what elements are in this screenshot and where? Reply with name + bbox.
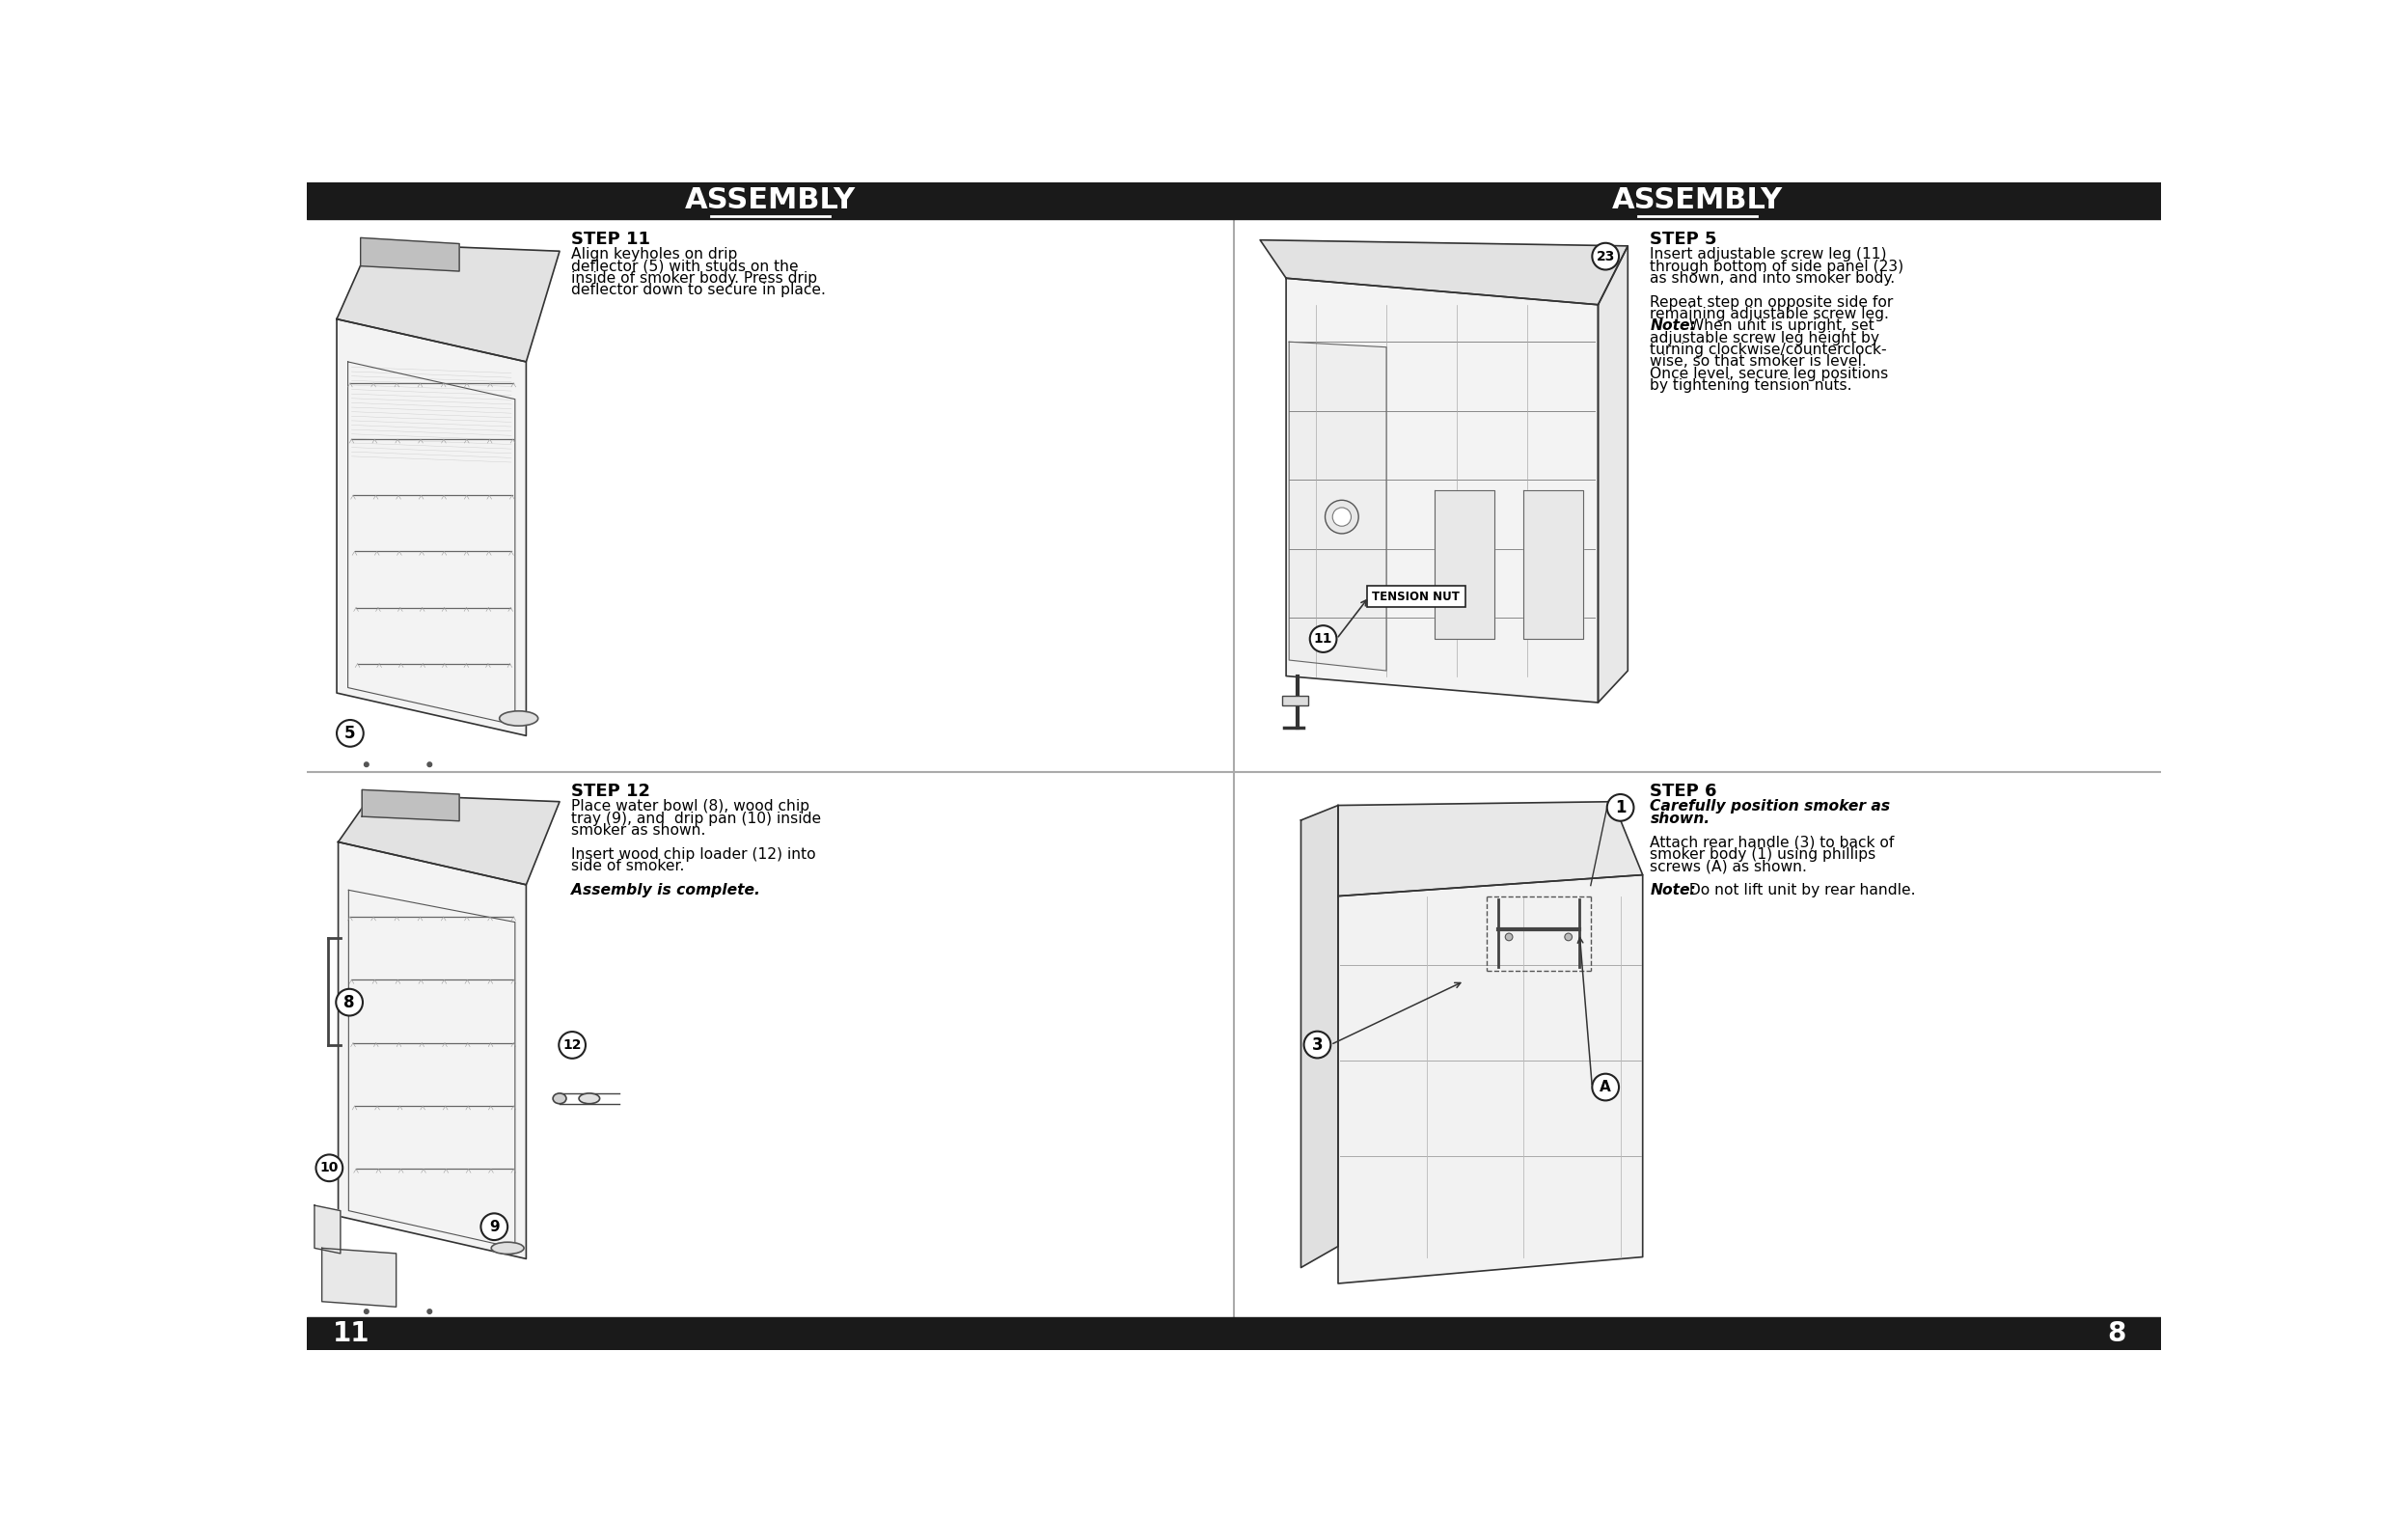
Text: Note:: Note: xyxy=(1649,319,1695,334)
Bar xyxy=(308,182,1233,218)
Text: STEP 6: STEP 6 xyxy=(1649,783,1717,801)
Text: Repeat step on opposite side for: Repeat step on opposite side for xyxy=(1649,294,1893,309)
Polygon shape xyxy=(1599,246,1628,702)
Text: shown.: shown. xyxy=(1649,812,1710,825)
Text: as shown, and into smoker body.: as shown, and into smoker body. xyxy=(1649,272,1895,285)
Text: 1: 1 xyxy=(1616,799,1625,816)
Text: 12: 12 xyxy=(563,1038,583,1051)
Text: deflector (5) with studs on the: deflector (5) with studs on the xyxy=(571,259,797,273)
Bar xyxy=(1233,182,2162,218)
Text: side of smoker.: side of smoker. xyxy=(571,859,684,874)
Text: Note:: Note: xyxy=(1649,883,1695,897)
Circle shape xyxy=(1592,243,1618,270)
Polygon shape xyxy=(361,238,460,272)
Polygon shape xyxy=(1339,875,1642,1283)
Text: tray (9), and  drip pan (10) inside: tray (9), and drip pan (10) inside xyxy=(571,812,821,825)
Text: 9: 9 xyxy=(489,1220,498,1233)
Text: Align keyholes on drip: Align keyholes on drip xyxy=(571,247,737,262)
Circle shape xyxy=(426,1309,431,1314)
Circle shape xyxy=(1310,625,1336,652)
Circle shape xyxy=(426,762,431,766)
Circle shape xyxy=(364,1309,368,1314)
Text: remaining adjustable screw leg.: remaining adjustable screw leg. xyxy=(1649,306,1890,322)
Text: Carefully position smoker as: Carefully position smoker as xyxy=(1649,799,1890,815)
Text: STEP 11: STEP 11 xyxy=(571,231,650,247)
Polygon shape xyxy=(337,842,527,1259)
Text: Attach rear handle (3) to back of: Attach rear handle (3) to back of xyxy=(1649,834,1895,850)
Ellipse shape xyxy=(1324,501,1358,534)
Polygon shape xyxy=(1286,278,1599,702)
Text: 11: 11 xyxy=(1315,633,1332,646)
Circle shape xyxy=(1592,1074,1618,1100)
Circle shape xyxy=(337,721,364,746)
FancyBboxPatch shape xyxy=(1368,586,1464,607)
Text: 8: 8 xyxy=(344,994,354,1010)
Text: Insert adjustable screw leg (11): Insert adjustable screw leg (11) xyxy=(1649,247,1888,262)
Polygon shape xyxy=(1259,240,1628,305)
Polygon shape xyxy=(1524,490,1582,639)
Text: smoker as shown.: smoker as shown. xyxy=(571,824,706,837)
Text: through bottom of side panel (23): through bottom of side panel (23) xyxy=(1649,259,1905,273)
Circle shape xyxy=(315,1154,342,1182)
Text: screws (A) as shown.: screws (A) as shown. xyxy=(1649,859,1808,874)
Text: ASSEMBLY: ASSEMBLY xyxy=(686,187,855,214)
Polygon shape xyxy=(1435,490,1493,639)
Text: Once level, secure leg positions: Once level, secure leg positions xyxy=(1649,366,1888,381)
Text: 10: 10 xyxy=(320,1161,340,1174)
Text: 3: 3 xyxy=(1312,1036,1322,1053)
Text: inside of smoker body. Press drip: inside of smoker body. Press drip xyxy=(571,272,816,285)
Polygon shape xyxy=(361,790,460,821)
Polygon shape xyxy=(1339,801,1642,897)
Text: Insert wood chip loader (12) into: Insert wood chip loader (12) into xyxy=(571,846,816,862)
Text: STEP 5: STEP 5 xyxy=(1649,231,1717,247)
Circle shape xyxy=(559,1032,585,1059)
Text: wise, so that smoker is level.: wise, so that smoker is level. xyxy=(1649,355,1866,369)
Text: smoker body (1) using phillips: smoker body (1) using phillips xyxy=(1649,846,1876,862)
Text: adjustable screw leg height by: adjustable screw leg height by xyxy=(1649,331,1881,346)
Text: 23: 23 xyxy=(1597,250,1616,262)
Text: 11: 11 xyxy=(332,1320,371,1347)
Text: by tightening tension nuts.: by tightening tension nuts. xyxy=(1649,378,1852,393)
Text: 5: 5 xyxy=(344,725,356,742)
Text: STEP 12: STEP 12 xyxy=(571,783,650,801)
Ellipse shape xyxy=(491,1242,525,1255)
Polygon shape xyxy=(337,244,559,361)
Circle shape xyxy=(1565,933,1572,941)
Bar xyxy=(1283,695,1308,705)
Polygon shape xyxy=(1288,341,1387,671)
Circle shape xyxy=(1505,933,1512,941)
Bar xyxy=(308,1317,2162,1350)
Circle shape xyxy=(1303,1032,1332,1057)
Polygon shape xyxy=(323,1248,397,1306)
Circle shape xyxy=(482,1214,508,1239)
Circle shape xyxy=(1606,795,1633,821)
Ellipse shape xyxy=(554,1094,566,1104)
Ellipse shape xyxy=(578,1094,600,1104)
Text: Place water bowl (8), wood chip: Place water bowl (8), wood chip xyxy=(571,799,809,815)
Text: TENSION NUT: TENSION NUT xyxy=(1373,590,1459,602)
Text: Do not lift unit by rear handle.: Do not lift unit by rear handle. xyxy=(1683,883,1914,897)
Text: deflector down to secure in place.: deflector down to secure in place. xyxy=(571,284,826,297)
Polygon shape xyxy=(315,1206,340,1253)
Text: A: A xyxy=(1599,1080,1611,1094)
Text: 8: 8 xyxy=(2107,1320,2126,1347)
Ellipse shape xyxy=(498,711,537,725)
Text: turning clockwise/counterclock-: turning clockwise/counterclock- xyxy=(1649,343,1888,356)
Polygon shape xyxy=(1300,806,1339,1268)
Text: ASSEMBLY: ASSEMBLY xyxy=(1613,187,1782,214)
Circle shape xyxy=(364,762,368,766)
Polygon shape xyxy=(337,795,559,884)
Circle shape xyxy=(337,989,364,1016)
Ellipse shape xyxy=(1332,508,1351,526)
Polygon shape xyxy=(337,319,527,736)
Text: When unit is upright, set: When unit is upright, set xyxy=(1683,319,1873,334)
Text: Assembly is complete.: Assembly is complete. xyxy=(571,883,759,897)
